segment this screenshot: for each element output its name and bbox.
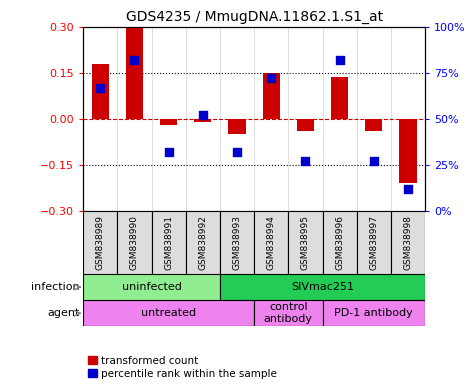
Bar <box>323 211 357 274</box>
Point <box>165 149 172 155</box>
Text: GSM838991: GSM838991 <box>164 215 173 270</box>
Point <box>302 158 309 164</box>
Bar <box>83 274 220 300</box>
Text: PD-1 antibody: PD-1 antibody <box>334 308 413 318</box>
Bar <box>263 73 280 119</box>
Point <box>404 185 412 192</box>
Bar <box>288 211 323 274</box>
Text: GSM838992: GSM838992 <box>199 215 207 270</box>
Bar <box>399 119 417 183</box>
Bar <box>126 28 143 119</box>
Bar <box>365 119 382 131</box>
Text: control
antibody: control antibody <box>264 303 313 324</box>
Text: GSM838989: GSM838989 <box>96 215 104 270</box>
Text: GSM838990: GSM838990 <box>130 215 139 270</box>
Bar <box>186 211 220 274</box>
Bar <box>391 211 425 274</box>
Text: uninfected: uninfected <box>122 282 181 292</box>
Point <box>370 158 378 164</box>
Point <box>267 75 275 81</box>
Text: SIVmac251: SIVmac251 <box>291 282 354 292</box>
Text: untreated: untreated <box>141 308 196 318</box>
Point <box>96 84 104 91</box>
Legend: transformed count, percentile rank within the sample: transformed count, percentile rank withi… <box>88 356 277 379</box>
Bar <box>357 211 391 274</box>
Bar <box>228 119 246 134</box>
Bar <box>220 211 254 274</box>
Bar <box>254 211 288 274</box>
Point <box>336 57 343 63</box>
Bar <box>83 211 117 274</box>
Text: agent: agent <box>48 308 80 318</box>
Bar <box>83 300 254 326</box>
Text: GSM838993: GSM838993 <box>233 215 241 270</box>
Text: GSM838996: GSM838996 <box>335 215 344 270</box>
Bar <box>254 300 323 326</box>
Bar <box>117 211 152 274</box>
Text: GSM838997: GSM838997 <box>370 215 378 270</box>
Point <box>199 112 207 118</box>
Point <box>233 149 241 155</box>
Text: GSM838995: GSM838995 <box>301 215 310 270</box>
Bar <box>323 300 425 326</box>
Bar <box>152 211 186 274</box>
Title: GDS4235 / MmugDNA.11862.1.S1_at: GDS4235 / MmugDNA.11862.1.S1_at <box>125 10 383 25</box>
Text: GSM838994: GSM838994 <box>267 215 276 270</box>
Bar <box>92 64 109 119</box>
Text: GSM838998: GSM838998 <box>404 215 412 270</box>
Text: infection: infection <box>31 282 80 292</box>
Bar <box>220 274 425 300</box>
Point <box>131 57 138 63</box>
Bar <box>194 119 211 122</box>
Bar <box>160 119 177 125</box>
Bar <box>297 119 314 131</box>
Bar <box>331 78 348 119</box>
